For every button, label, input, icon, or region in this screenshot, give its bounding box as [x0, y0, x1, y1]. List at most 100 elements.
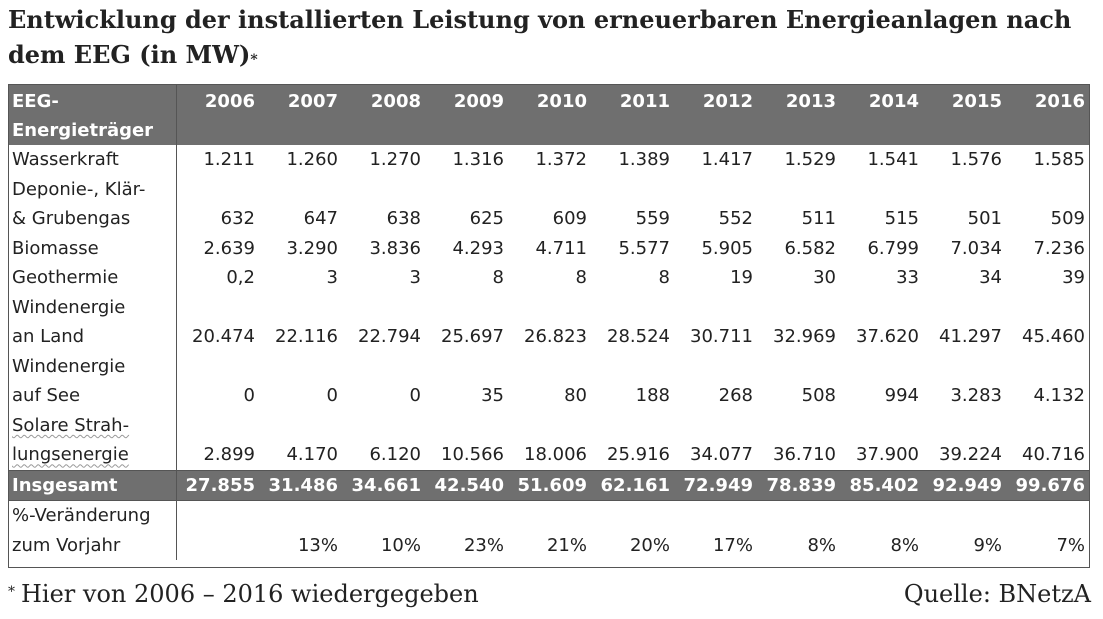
table-cell: 30.711	[690, 326, 753, 348]
table-cell: 1.260	[286, 149, 338, 171]
table-cell: 34.077	[690, 444, 753, 466]
table-cell	[342, 293, 425, 323]
table-cell	[259, 501, 342, 531]
table-cell: 10.566	[441, 444, 504, 466]
table-cell	[840, 293, 923, 323]
table-cell: 25.916	[607, 444, 670, 466]
table-frame	[8, 84, 1090, 568]
table-row: Wasserkraft 1.211 1.260 1.270 1.316 1.372 1.38…	[9, 145, 1089, 175]
header-year: 2012	[674, 85, 757, 145]
row-label: lungsenergie	[9, 440, 177, 470]
row-label: Deponie-, Klär-	[9, 174, 177, 204]
table-cell	[425, 175, 508, 205]
table-cell: 0	[326, 385, 338, 407]
table-cell: 1.529	[784, 149, 836, 171]
table-cell	[757, 352, 840, 382]
header-year: 2008	[342, 85, 425, 145]
table-cell: 3.290	[286, 237, 338, 259]
table-cell: 6.120	[369, 444, 421, 466]
table-cell: 1.417	[701, 149, 753, 171]
table-cell: 4.132	[1033, 385, 1085, 407]
table-body: Wasserkraft 1.211 1.260 1.270 1.316 1.372 1.38…	[9, 145, 1089, 560]
table-cell	[259, 293, 342, 323]
table-cell: 32.969	[773, 326, 836, 348]
header-year: 2014	[840, 85, 923, 145]
row-label: %-Veränderung	[9, 500, 177, 531]
table-cell: 8	[658, 267, 670, 289]
table-cell: 28.524	[607, 326, 670, 348]
table-cell: 559	[635, 208, 670, 230]
table-cell	[425, 293, 508, 323]
table-cell	[923, 501, 1006, 531]
header-year: 2009	[425, 85, 508, 145]
table-cell	[591, 293, 674, 323]
table-cell: 37.620	[856, 326, 919, 348]
table-cell	[508, 411, 591, 441]
table-cell	[674, 352, 757, 382]
table-cell: 1.316	[452, 149, 504, 171]
table-cell	[425, 411, 508, 441]
total-cell: 31.486	[259, 469, 342, 501]
table-row: Deponie-, Klär-	[9, 174, 1089, 205]
table-cell: 9%	[973, 534, 1002, 556]
table-cell: 1.211	[203, 149, 255, 171]
table-cell: 3.836	[369, 237, 421, 259]
table-cell: 5.905	[701, 237, 753, 259]
table-row: auf See 0 0 0 35 80 188 268 508 994 3.283 4.132	[9, 381, 1089, 411]
table-cell: 1.270	[369, 149, 421, 171]
table-cell	[176, 531, 259, 561]
table-header: EEG- Energieträger 2006 2007 2008 2009 2010 2…	[9, 85, 1089, 145]
table-cell	[176, 352, 259, 382]
table-cell: 36.710	[773, 444, 836, 466]
table-cell: 0	[409, 385, 421, 407]
row-label: Biomasse	[9, 233, 177, 263]
table-cell: 625	[469, 208, 504, 230]
table-cell: 3	[326, 267, 338, 289]
table-cell	[591, 411, 674, 441]
total-cell: 51.609	[508, 469, 591, 501]
table-cell: 0	[243, 385, 255, 407]
table-cell: 23%	[463, 534, 504, 556]
table-cell	[176, 501, 259, 531]
table-cell: 7.034	[950, 237, 1002, 259]
table-row: Geothermie 0,2 3 3 8 8 8 19 30 33 34 39	[9, 263, 1089, 293]
table-cell	[508, 293, 591, 323]
row-label: zum Vorjahr	[9, 530, 177, 560]
table-row: & Grubengas 632 647 638 625 609 559 552 511 515 50…	[9, 204, 1089, 234]
table-cell: 509	[1050, 208, 1085, 230]
table-cell	[591, 352, 674, 382]
table-cell: 3.283	[950, 385, 1002, 407]
table-cell	[1006, 411, 1089, 441]
table-cell: 3	[409, 267, 421, 289]
table-cell	[425, 501, 508, 531]
header-label: EEG- Energieträger	[9, 85, 177, 145]
table-cell	[757, 501, 840, 531]
table-cell: 2.899	[203, 444, 255, 466]
total-row: Insgesamt 27.855 31.486 34.661 42.540 51.609 6…	[9, 469, 1089, 501]
table-cell	[259, 175, 342, 205]
total-cell: 99.676	[1006, 469, 1089, 501]
header-year: 2010	[508, 85, 591, 145]
table-cell: 0,2	[226, 267, 255, 289]
table-cell: 20%	[629, 534, 670, 556]
footnote: * Hier von 2006 – 2016 wiedergegeben	[8, 580, 479, 608]
row-label: Geothermie	[9, 263, 177, 293]
header-year: 2013	[757, 85, 840, 145]
total-cell: 78.839	[757, 469, 840, 501]
table-cell	[757, 293, 840, 323]
table-cell	[342, 352, 425, 382]
table-cell: 8%	[807, 534, 836, 556]
table-cell	[840, 175, 923, 205]
table-cell	[425, 352, 508, 382]
table-cell	[757, 411, 840, 441]
table-cell: 6.582	[784, 237, 836, 259]
table-cell: 17%	[712, 534, 753, 556]
row-label-text: lungsenergie	[12, 444, 129, 466]
capacity-table: EEG- Energieträger 2006 2007 2008 2009 2010 2…	[9, 85, 1089, 560]
table-cell: 1.389	[618, 149, 670, 171]
table-cell: 35	[481, 385, 504, 407]
table-cell: 511	[801, 208, 836, 230]
table-cell: 8%	[890, 534, 919, 556]
header-row: EEG- Energieträger 2006 2007 2008 2009 2010 2…	[9, 85, 1089, 145]
page-title: Entwicklung der installierten Leistung v…	[8, 2, 1098, 72]
